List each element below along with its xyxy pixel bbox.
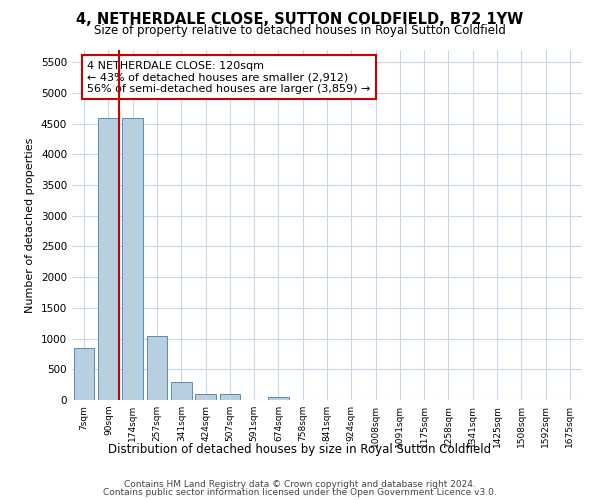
Bar — [171, 382, 191, 400]
Y-axis label: Number of detached properties: Number of detached properties — [25, 138, 35, 312]
Bar — [74, 348, 94, 400]
Bar — [146, 336, 167, 400]
Text: Distribution of detached houses by size in Royal Sutton Coldfield: Distribution of detached houses by size … — [109, 442, 491, 456]
Text: 4 NETHERDALE CLOSE: 120sqm
← 43% of detached houses are smaller (2,912)
56% of s: 4 NETHERDALE CLOSE: 120sqm ← 43% of deta… — [88, 60, 371, 94]
Bar — [220, 394, 240, 400]
Text: Size of property relative to detached houses in Royal Sutton Coldfield: Size of property relative to detached ho… — [94, 24, 506, 37]
Text: Contains public sector information licensed under the Open Government Licence v3: Contains public sector information licen… — [103, 488, 497, 497]
Bar — [98, 118, 119, 400]
Text: Contains HM Land Registry data © Crown copyright and database right 2024.: Contains HM Land Registry data © Crown c… — [124, 480, 476, 489]
Bar — [195, 394, 216, 400]
Bar — [268, 397, 289, 400]
Bar — [122, 118, 143, 400]
Text: 4, NETHERDALE CLOSE, SUTTON COLDFIELD, B72 1YW: 4, NETHERDALE CLOSE, SUTTON COLDFIELD, B… — [76, 12, 524, 28]
